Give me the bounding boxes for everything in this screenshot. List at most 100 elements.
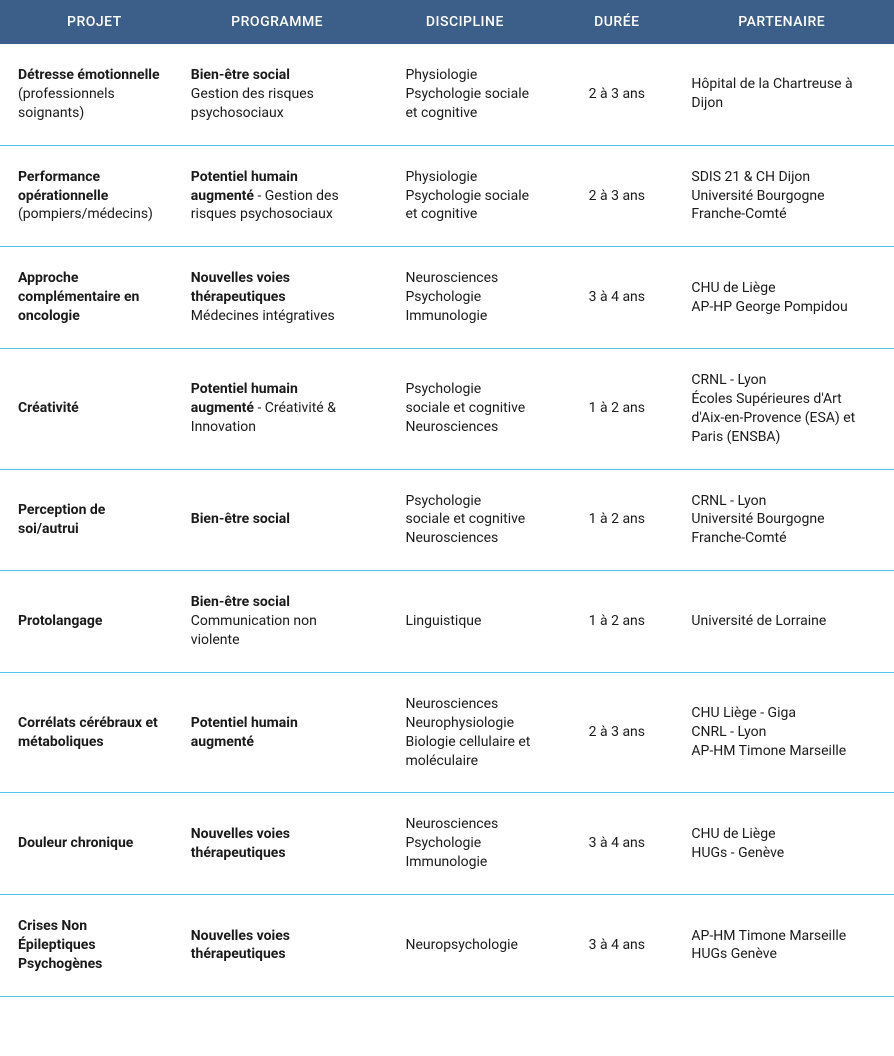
- cell-discipline: PhysiologiePsychologie sociale et cognit…: [375, 44, 554, 145]
- cell-partenaire: CHU de Liège AP-HP George Pompidou: [679, 247, 894, 349]
- cell-text: Bien-être social: [191, 594, 290, 610]
- cell-text: Corrélats cérébraux et métaboliques: [18, 715, 158, 750]
- cell-duree: 2 à 3 ans: [554, 145, 679, 247]
- cell-text: Neurophysiologie: [405, 715, 514, 731]
- cell-text: Perception de soi/autrui: [18, 502, 105, 537]
- cell-text: Communication non violente: [191, 613, 317, 648]
- cell-text: Neurosciences: [405, 816, 498, 832]
- table-row: Approche complémentaire en oncologieNouv…: [0, 247, 894, 349]
- cell-text: AP-HM Timone Marseille: [691, 743, 846, 759]
- cell-duree: 3 à 4 ans: [554, 247, 679, 349]
- cell-text: Linguistique: [405, 613, 481, 629]
- cell-text: Université Bourgogne Franche-Comté: [691, 188, 824, 223]
- table-header: PROJET PROGRAMME DISCIPLINE DURÉE PARTEN…: [0, 0, 894, 44]
- cell-discipline: Neurosciences Neurophysiologie Biologie ce…: [375, 672, 554, 793]
- cell-text: Crises Non Épileptiques Psychogènes: [18, 918, 102, 972]
- cell-text: Biologie cellulaire et moléculaire: [405, 734, 530, 769]
- cell-text: Université de Lorraine: [691, 613, 826, 629]
- cell-text: HUGs - Genève: [691, 845, 784, 861]
- cell-duree: 2 à 3 ans: [554, 672, 679, 793]
- table-row: Corrélats cérébraux et métaboliques Poten…: [0, 672, 894, 793]
- table-row: Crises Non Épileptiques Psychogènes Nouve…: [0, 895, 894, 997]
- cell-text: CHU de Liège: [691, 280, 775, 296]
- cell-text: 2 à 3 ans: [589, 188, 645, 204]
- cell-text: Douleur chronique: [18, 835, 133, 851]
- cell-duree: 1 à 2 ans: [554, 469, 679, 571]
- cell-text: Immunologie: [405, 854, 487, 870]
- cell-discipline: Neuropsychologie: [375, 895, 554, 997]
- table-body: Détresse émotionnelle (professionnels so…: [0, 44, 894, 996]
- header-discipline: DISCIPLINE: [375, 0, 554, 44]
- table-row: Douleur chronique Nouvelles voies thérape…: [0, 793, 894, 895]
- cell-duree: 2 à 3 ans: [554, 44, 679, 145]
- cell-partenaire: Université de Lorraine: [679, 571, 894, 673]
- cell-programme: Nouvelles voies thérapeutiques: [179, 895, 376, 997]
- cell-text: Bien-être social: [191, 511, 290, 527]
- table-row: Créativité Potentiel humain augmenté - Cr…: [0, 349, 894, 470]
- cell-duree: 3 à 4 ans: [554, 895, 679, 997]
- cell-partenaire: SDIS 21 & CH Dijon Université Bourgogne F…: [679, 145, 894, 247]
- cell-partenaire: AP-HM Timone MarseilleHUGs Genève: [679, 895, 894, 997]
- cell-duree: 1 à 2 ans: [554, 571, 679, 673]
- header-projet: PROJET: [0, 0, 179, 44]
- cell-discipline: NeurosciencesPsychologieImmunologie: [375, 793, 554, 895]
- cell-text: Hôpital de la Chartreuse à Dijon: [691, 76, 852, 111]
- cell-programme: Potentiel humain augmenté - Gestion des …: [179, 145, 376, 247]
- cell-text: Neurosciences: [405, 270, 498, 286]
- cell-text: AP-HP George Pompidou: [691, 299, 847, 315]
- cell-text: SDIS 21 & CH Dijon: [691, 169, 810, 185]
- table-row: Protolangage Bien-être social Communicatio…: [0, 571, 894, 673]
- cell-text: 2 à 3 ans: [589, 724, 645, 740]
- cell-discipline: Psychologiesociale et cognitiveNeuroscie…: [375, 349, 554, 470]
- cell-text: Écoles Supérieures d'Art d'Aix-en-Proven…: [691, 391, 855, 445]
- cell-text: Psychologie sociale et cognitive: [405, 188, 529, 223]
- cell-projet: Détresse émotionnelle (professionnels so…: [0, 44, 179, 145]
- cell-partenaire: CHU Liège - GigaCNRL - LyonAP-HM Timone …: [679, 672, 894, 793]
- cell-text: 3 à 4 ans: [589, 835, 645, 851]
- cell-text: CRNL - Lyon: [691, 493, 766, 509]
- cell-text: sociale et cognitive: [405, 400, 525, 416]
- cell-projet: Approche complémentaire en oncologie: [0, 247, 179, 349]
- cell-text: 1 à 2 ans: [589, 511, 645, 527]
- cell-programme: Nouvelles voies thérapeutiquesMédecines …: [179, 247, 376, 349]
- cell-text: 3 à 4 ans: [589, 289, 645, 305]
- cell-text: CHU de Liège: [691, 826, 775, 842]
- cell-text: CHU Liège - Giga: [691, 705, 796, 721]
- cell-text: Neuropsychologie: [405, 937, 517, 953]
- cell-programme: Potentiel humain augmenté: [179, 672, 376, 793]
- cell-programme: Bien-être social: [179, 469, 376, 571]
- cell-projet: Perception de soi/autrui: [0, 469, 179, 571]
- cell-partenaire: Hôpital de la Chartreuse à Dijon: [679, 44, 894, 145]
- cell-text: CRNL - Lyon: [691, 372, 766, 388]
- cell-programme: Potentiel humain augmenté - Créativité &…: [179, 349, 376, 470]
- cell-text: (pompiers/médecins): [18, 206, 153, 222]
- cell-text: 1 à 2 ans: [589, 613, 645, 629]
- cell-projet: Performance opérationnelle (pompiers/méd…: [0, 145, 179, 247]
- cell-projet: Crises Non Épileptiques Psychogènes: [0, 895, 179, 997]
- cell-projet: Créativité: [0, 349, 179, 470]
- cell-text: Nouvelles voies thérapeutiques: [191, 928, 290, 963]
- header-duree: DURÉE: [554, 0, 679, 44]
- header-programme: PROGRAMME: [179, 0, 376, 44]
- cell-text: Neurosciences: [405, 696, 498, 712]
- cell-discipline: NeurosciencesPsychologieImmunologie: [375, 247, 554, 349]
- cell-discipline: PhysiologiePsychologie sociale et cognit…: [375, 145, 554, 247]
- cell-text: (professionnels soignants): [18, 86, 115, 121]
- cell-text: Bien-être social: [191, 67, 290, 83]
- cell-text: Détresse émotionnelle: [18, 67, 160, 83]
- cell-text: Créativité: [18, 400, 79, 416]
- cell-text: sociale et cognitive: [405, 511, 525, 527]
- cell-text: Potentiel humain augmenté: [191, 715, 298, 750]
- cell-text: Nouvelles voies thérapeutiques: [191, 826, 290, 861]
- cell-text: HUGs Genève: [691, 946, 776, 962]
- cell-text: Protolangage: [18, 613, 102, 629]
- table-row: Performance opérationnelle (pompiers/méd…: [0, 145, 894, 247]
- cell-text: Psychologie: [405, 381, 481, 397]
- cell-text: 3 à 4 ans: [589, 937, 645, 953]
- cell-text: Nouvelles voies thérapeutiques: [191, 270, 290, 305]
- cell-text: 2 à 3 ans: [589, 86, 645, 102]
- cell-projet: Douleur chronique: [0, 793, 179, 895]
- header-partenaire: PARTENAIRE: [679, 0, 894, 44]
- cell-programme: Bien-être socialGestion des risques psyc…: [179, 44, 376, 145]
- cell-text: Psychologie: [405, 289, 481, 305]
